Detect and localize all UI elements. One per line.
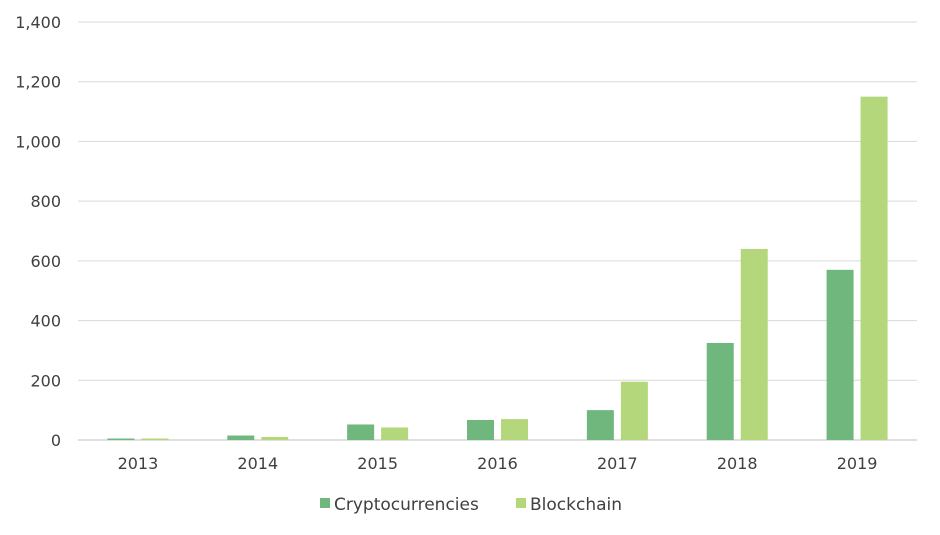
bar-blockchain-2018	[740, 248, 768, 440]
bar-cryptocurrencies-2014	[227, 435, 255, 440]
legend: Cryptocurrencies Blockchain	[320, 495, 622, 515]
legend-swatch-blockchain	[516, 498, 526, 508]
y-tick-label: 1,000	[15, 132, 61, 151]
y-tick-label: 800	[30, 192, 61, 211]
y-tick-label: 400	[30, 312, 61, 331]
x-tick-label: 2017	[597, 454, 638, 473]
bar-blockchain-2017	[620, 381, 648, 440]
x-tick-label: 2014	[237, 454, 278, 473]
y-tick-label: 600	[30, 252, 61, 271]
x-tick-label: 2019	[837, 454, 878, 473]
y-axis: 0 200 400 600 800 1,000 1,200 1,400	[15, 13, 61, 450]
y-tick-label: 0	[51, 431, 61, 450]
x-axis: 2013 2014 2015 2016 2017 2018 2019	[118, 454, 878, 473]
legend-swatch-cryptocurrencies	[320, 498, 330, 508]
bar-cryptocurrencies-2013	[107, 438, 135, 440]
x-tick-label: 2013	[118, 454, 159, 473]
bar-cryptocurrencies-2019	[826, 269, 854, 440]
x-tick-label: 2016	[477, 454, 518, 473]
bar-blockchain-2014	[261, 437, 289, 440]
bar-blockchain-2013	[141, 438, 169, 440]
y-tick-label: 1,200	[15, 73, 61, 92]
bar-cryptocurrencies-2016	[467, 419, 494, 440]
y-tick-label: 200	[30, 371, 61, 390]
bar-cryptocurrencies-2018	[706, 342, 734, 440]
gridlines	[78, 21, 917, 441]
x-tick-label: 2018	[717, 454, 758, 473]
y-tick-label: 1,400	[15, 13, 61, 32]
bar-blockchain-2019	[860, 96, 888, 441]
bar-cryptocurrencies-2017	[586, 410, 614, 440]
bar-cryptocurrencies-2015	[347, 424, 375, 440]
legend-label-cryptocurrencies: Cryptocurrencies	[334, 495, 479, 515]
bar-blockchain-2015	[381, 427, 409, 440]
x-tick-label: 2015	[357, 454, 398, 473]
bar-blockchain-2016	[501, 419, 528, 440]
legend-label-blockchain: Blockchain	[530, 495, 622, 515]
bars	[107, 96, 888, 441]
